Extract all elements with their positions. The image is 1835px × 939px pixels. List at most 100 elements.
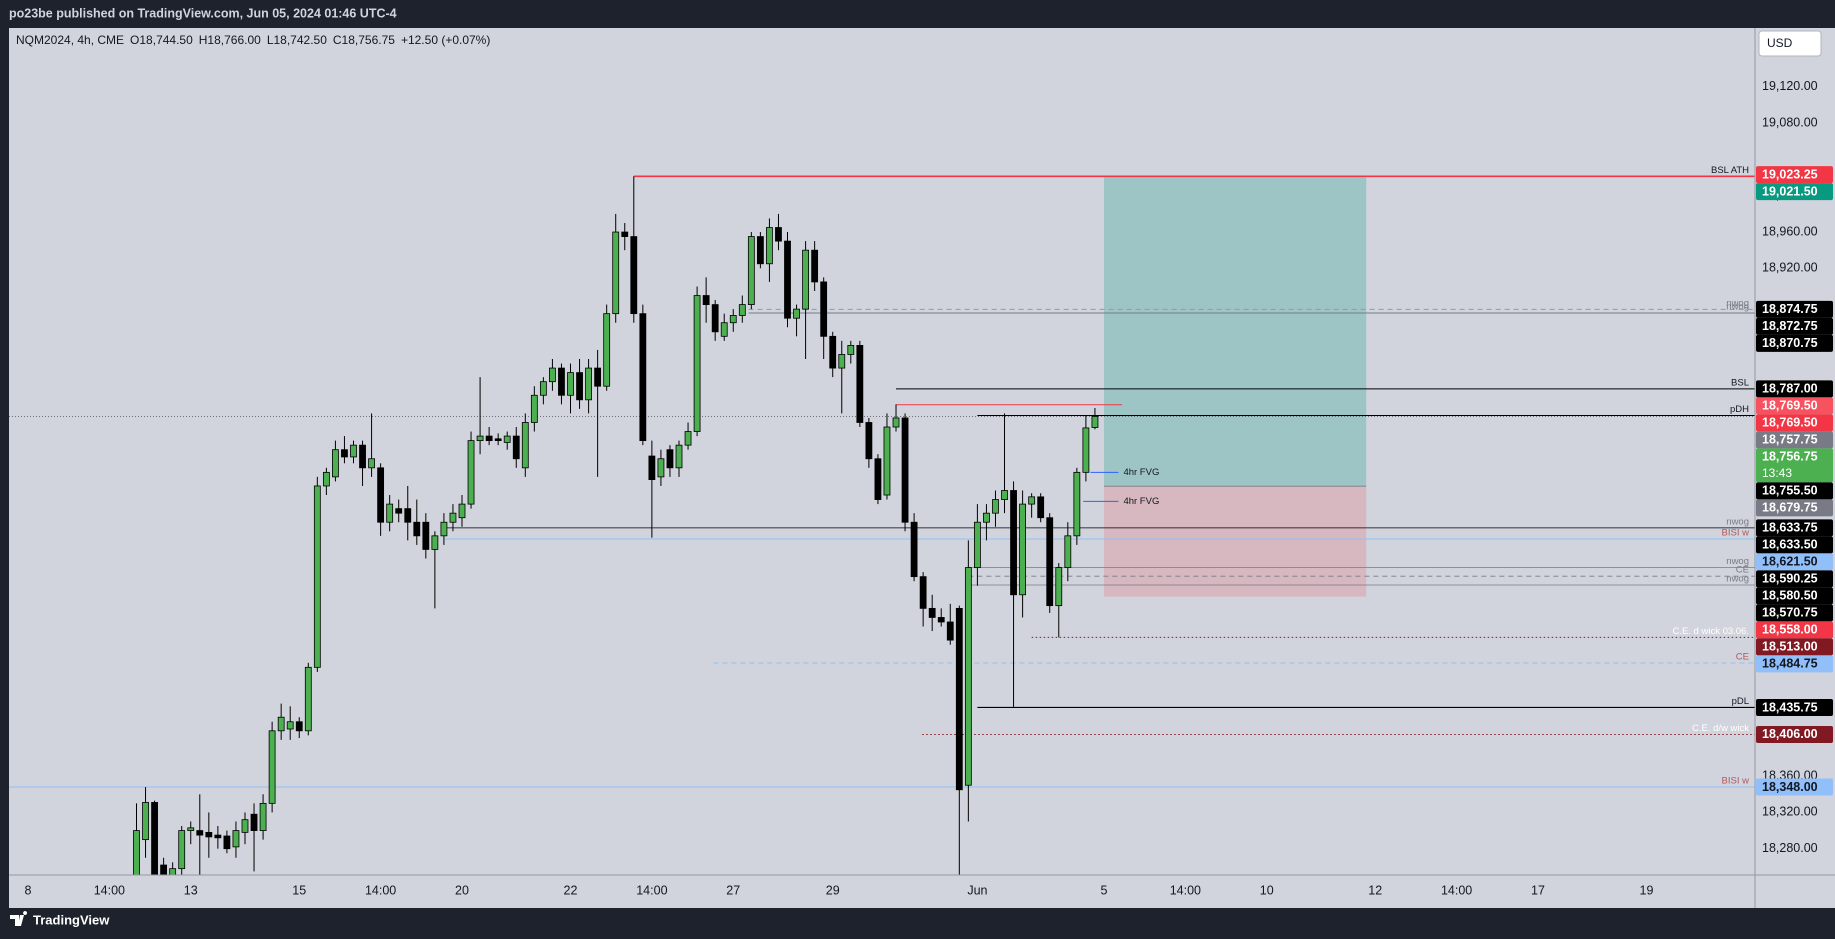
candle-body — [322, 471, 330, 487]
candle-body — [151, 802, 158, 875]
candle-body — [169, 868, 177, 875]
candle-body — [756, 236, 764, 265]
price-label: 18,558.00 — [1762, 623, 1818, 637]
legend-value: H18,766.00 — [199, 33, 261, 47]
line-label: nwog — [1726, 516, 1749, 527]
candle-body — [241, 819, 249, 833]
candle-body — [413, 521, 421, 537]
candle-body — [558, 367, 565, 396]
candle-body — [350, 444, 357, 458]
candle-body — [476, 435, 484, 442]
candle-body — [594, 367, 602, 387]
candle-body — [838, 354, 846, 369]
candle-body — [205, 831, 213, 838]
symbol-legend: NQM2024, 4h, CME O18,744.50 H18,766.00 L18,… — [16, 33, 490, 47]
price-label-bg — [1756, 482, 1833, 500]
candle-body — [720, 322, 728, 337]
price-label: 18,513.00 — [1762, 640, 1818, 654]
candle-body — [449, 512, 457, 523]
candle-body — [946, 621, 954, 641]
candle-body — [856, 344, 864, 423]
candle-body — [576, 372, 583, 401]
price-label-bg — [1756, 587, 1833, 605]
candle-body — [530, 394, 538, 423]
x-tick-label: Jun — [967, 883, 987, 897]
x-tick-label: 22 — [564, 883, 578, 897]
x-tick-label: 19 — [1640, 883, 1654, 897]
x-tick-label: 14:00 — [636, 883, 667, 897]
x-tick-label: 27 — [726, 883, 740, 897]
line-label: nwog — [1726, 556, 1749, 567]
candle-body — [1082, 427, 1090, 473]
price-label: 18,769.50 — [1762, 399, 1818, 413]
candle-body — [865, 422, 873, 460]
candle-body — [1001, 490, 1008, 500]
candle-body — [738, 304, 746, 316]
candle-body — [1010, 490, 1017, 596]
candle-body — [811, 249, 819, 283]
candle-body — [313, 485, 321, 668]
candle-body — [286, 721, 294, 730]
candle-body — [250, 813, 258, 831]
candle-body — [666, 449, 674, 469]
brand-logo — [10, 911, 28, 926]
candle-body — [503, 435, 511, 443]
candle-body — [1064, 535, 1072, 568]
candle-body — [431, 535, 439, 550]
candle-body — [639, 313, 647, 442]
candle-body — [802, 249, 809, 310]
candle-body — [1073, 471, 1081, 537]
candle-body — [214, 834, 222, 839]
candle-body — [422, 521, 430, 550]
x-tick-label: 13 — [184, 883, 198, 897]
price-label-bg — [1756, 638, 1833, 656]
candle-body — [277, 716, 285, 732]
price-label-bg — [1756, 698, 1833, 716]
candle-body — [747, 236, 755, 305]
price-label: 19,021.50 — [1762, 184, 1818, 198]
candle-body — [820, 281, 828, 337]
legend-value: C18,756.75 — [333, 33, 395, 47]
price-label-bg — [1756, 604, 1833, 622]
candle-body — [657, 458, 665, 478]
candle-body — [955, 607, 963, 791]
candle-body — [1019, 503, 1027, 596]
position-profit-zone — [1103, 176, 1367, 487]
price-label-bg — [1756, 536, 1833, 554]
x-tick-label: 15 — [292, 883, 306, 897]
line-label: pDL — [1732, 696, 1749, 707]
candle-body — [1028, 496, 1036, 505]
candle-body — [494, 438, 502, 442]
x-tick-label: 10 — [1260, 883, 1274, 897]
candle-body — [341, 449, 348, 458]
candle-body — [1037, 496, 1045, 519]
legend-value: O18,744.50 — [130, 33, 193, 47]
x-tick-label: 29 — [826, 883, 840, 897]
footer: TradingView — [10, 911, 110, 927]
currency-button[interactable]: USD — [1758, 30, 1822, 57]
candle-body — [729, 315, 737, 324]
x-tick-label: 8 — [25, 883, 32, 897]
x-tick-label: 12 — [1368, 883, 1382, 897]
candle-body — [539, 381, 547, 396]
candle-body — [440, 521, 448, 537]
candle-body — [892, 417, 900, 428]
price-label: 18,633.75 — [1762, 521, 1818, 535]
price-label: 18,621.50 — [1762, 555, 1818, 569]
currency-button-bg[interactable] — [1758, 30, 1822, 57]
candle-body — [910, 521, 918, 578]
price-label-bg — [1756, 448, 1833, 483]
candle-body — [983, 512, 990, 523]
price-label-bg — [1756, 380, 1833, 398]
line-label: C.E. d wick 03.06. — [1672, 626, 1749, 637]
price-label-bg — [1756, 778, 1833, 796]
price-label-bg — [1756, 317, 1833, 335]
candle-body — [295, 721, 303, 732]
currency-label[interactable]: USD — [1767, 36, 1793, 50]
candle-body — [458, 503, 466, 519]
price-label: 18,633.50 — [1762, 538, 1818, 552]
line-label: C.E. d/w wick — [1692, 723, 1749, 734]
candle-body — [196, 830, 204, 836]
y-tick-label: 19,120.00 — [1762, 79, 1818, 93]
